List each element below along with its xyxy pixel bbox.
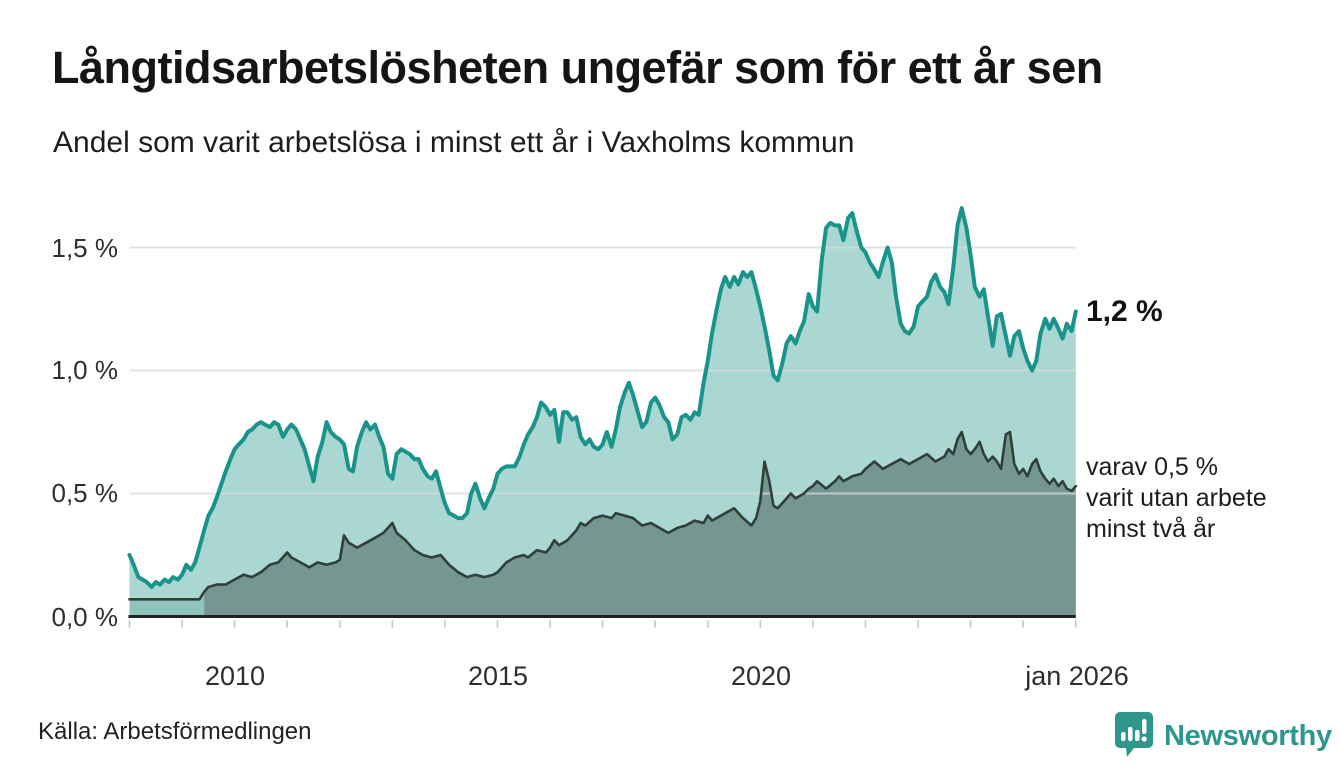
y-axis-tick-label: 1,0 % [51, 355, 119, 385]
page-subtitle: Andel som varit arbetslösa i minst ett å… [53, 126, 855, 159]
secondary-series-annotation: varav 0,5 % varit utan arbete minst två … [1086, 452, 1267, 545]
newsworthy-bubble-chart-icon [1113, 710, 1155, 763]
x-axis-tick-label: 2015 [467, 661, 529, 691]
source-caption: Källa: Arbetsförmedlingen [38, 718, 312, 745]
brand-logo: Newsworthy [1113, 710, 1332, 763]
y-axis-tick-label: 0,0 % [51, 602, 119, 632]
secondary-annotation-line: minst två år [1086, 515, 1216, 543]
x-axis-tick-label: jan 2026 [1025, 661, 1129, 691]
secondary-annotation-line: varav 0,5 % [1086, 453, 1219, 481]
y-axis-tick-label: 1,5 % [51, 233, 119, 263]
x-axis-tick-label: 2010 [204, 661, 266, 691]
latest-value-annotation: 1,2 % [1086, 295, 1163, 328]
y-axis-tick-label: 0,5 % [51, 478, 119, 508]
brand-name: Newsworthy [1164, 720, 1332, 752]
secondary-annotation-line: varit utan arbete [1086, 484, 1267, 512]
page-title: Långtidsarbetslösheten ungefär som för e… [52, 42, 1103, 93]
x-axis-tick-label: 2020 [730, 661, 792, 691]
